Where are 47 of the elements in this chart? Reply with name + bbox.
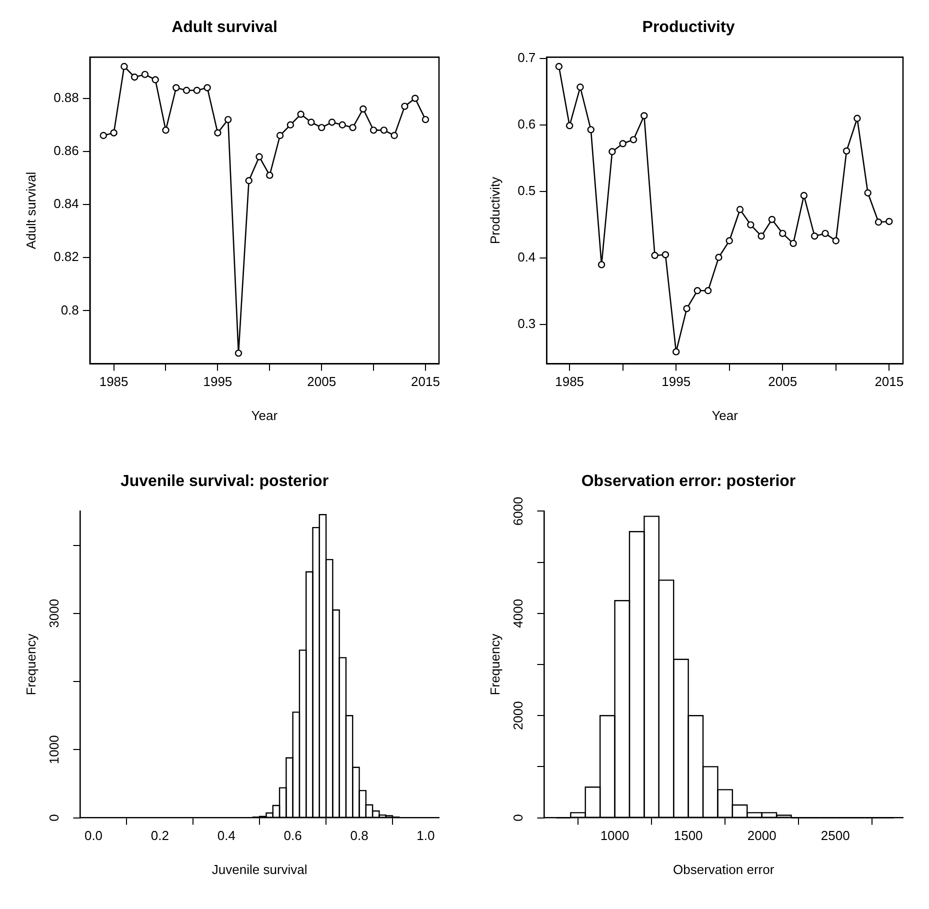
- x-tick-label: 1985: [555, 374, 584, 390]
- y-axis-title: Adult survival: [23, 172, 38, 250]
- chart-title: Productivity: [642, 19, 735, 36]
- y-axis-title: Productivity: [487, 176, 502, 244]
- y-tick-label: 0.7: [518, 50, 536, 66]
- chart-title: Juvenile survival: posterior: [120, 473, 329, 490]
- x-axis-title: Observation error: [673, 862, 775, 877]
- y-tick-label: 6000: [510, 496, 526, 526]
- x-axis-title: Year: [712, 408, 739, 423]
- y-tick-label: 0.8: [60, 302, 79, 318]
- x-tick-label: 0.2: [150, 828, 169, 844]
- chart-title: Adult survival: [172, 19, 278, 36]
- x-tick-label: 1995: [203, 374, 232, 390]
- y-tick-label: 1000: [46, 735, 62, 764]
- x-tick-label: 1985: [99, 374, 128, 390]
- x-tick-label: 1995: [662, 374, 691, 390]
- x-axis-title: Juvenile survival: [212, 862, 308, 877]
- y-tick-label: 0.88: [54, 90, 79, 105]
- y-axis-title: Frequency: [487, 633, 502, 696]
- y-axis-title: Frequency: [23, 633, 38, 696]
- x-tick-label: 0.0: [84, 828, 103, 844]
- x-tick-label: 0.6: [284, 828, 302, 844]
- y-tick-label: 0: [510, 814, 526, 822]
- y-tick-label: 0.82: [54, 249, 79, 264]
- y-tick-label: 4000: [510, 598, 526, 628]
- y-tick-label: 0.84: [54, 196, 79, 212]
- y-tick-label: 2000: [510, 701, 526, 730]
- x-tick-label: 1.0: [416, 828, 435, 844]
- chart-title: Observation error: posterior: [581, 473, 796, 490]
- y-tick-label: 0.6: [518, 116, 536, 132]
- y-tick-label: 0.5: [518, 183, 536, 198]
- x-tick-label: 0.4: [217, 828, 236, 844]
- y-tick-label: 0.3: [518, 316, 536, 332]
- x-axis-title: Year: [251, 408, 278, 423]
- y-tick-label: 3000: [46, 598, 62, 628]
- y-tick-label: 0.4: [518, 250, 536, 265]
- x-tick-label: 1500: [674, 828, 703, 844]
- x-tick-label: 2005: [768, 374, 798, 390]
- y-tick-label: 0.86: [54, 143, 79, 158]
- x-tick-label: 2015: [411, 374, 440, 390]
- x-tick-label: 2005: [307, 374, 336, 390]
- x-tick-label: 2000: [747, 828, 776, 844]
- y-tick-label: 0: [46, 814, 62, 822]
- x-tick-label: 2015: [874, 374, 904, 390]
- x-tick-label: 0.8: [350, 828, 368, 844]
- x-tick-label: 2500: [820, 828, 850, 844]
- x-tick-label: 1000: [600, 828, 630, 844]
